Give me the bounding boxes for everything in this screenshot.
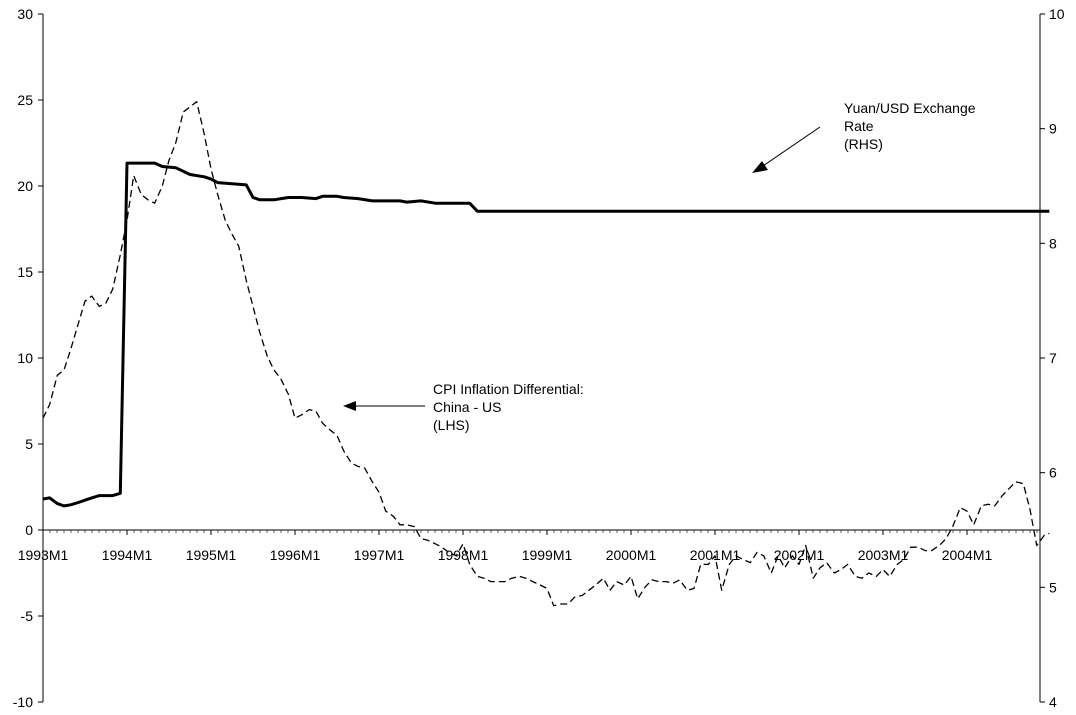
left-tick-label: -10 [13,694,33,710]
left-tick-label: -5 [21,608,34,624]
annotation-exchange-rate-line: Yuan/USD Exchange [844,100,976,116]
right-tick-label: 5 [1049,579,1057,595]
right-tick-label: 8 [1049,235,1057,251]
annotation-exchange-rate-arrow [759,126,821,169]
right-tick-label: 6 [1049,465,1057,481]
left-tick-label: 20 [17,178,33,194]
left-tick-label: 25 [17,92,33,108]
annotation-inflation-arrowhead [343,401,356,411]
annotation-inflation-line: CPI Inflation Differential: [433,381,584,397]
annotation-inflation-line: (LHS) [433,417,470,433]
annotation-exchange-rate-line: Rate [844,118,874,134]
x-tick-label: 1997M1 [354,547,405,563]
x-tick-label: 1998M1 [438,547,489,563]
x-tick-label: 2001M1 [690,547,741,563]
annotation-exchange-rate-line: (RHS) [844,136,883,152]
x-tick-label: 1994M1 [102,547,153,563]
right-tick-label: 9 [1049,121,1057,137]
right-tick-label: 7 [1049,350,1057,366]
x-tick-label: 2004M1 [942,547,993,563]
x-tick-label: 2003M1 [858,547,909,563]
left-tick-label: 15 [17,264,33,280]
right-tick-label: 4 [1049,694,1057,710]
right-tick-label: 10 [1049,6,1065,22]
x-tick-label: 1999M1 [522,547,573,563]
x-tick-label: 2002M1 [774,547,825,563]
left-tick-label: 5 [25,436,33,452]
left-tick-label: 30 [17,6,33,22]
series-exchange-rate-line [42,161,1050,508]
x-tick-label: 1993M1 [18,547,69,563]
x-tick-label: 2000M1 [606,547,657,563]
series-group [42,101,1050,607]
left-tick-label: 0 [25,522,33,538]
left-tick-label: 10 [17,350,33,366]
annotation-inflation-line: China - US [433,399,501,415]
x-tick-label: 1995M1 [186,547,237,563]
axes: 30 25 20 15 10 5 0 -5 -10 10 9 8 7 6 5 4 1993M1 1994M1 199… [13,6,1065,710]
x-tick-label: 1996M1 [270,547,321,563]
annotations: Yuan/USD Exchange Rate (RHS) CPI Inflation … [343,100,976,433]
annotation-exchange-rate-arrowhead [752,161,768,173]
